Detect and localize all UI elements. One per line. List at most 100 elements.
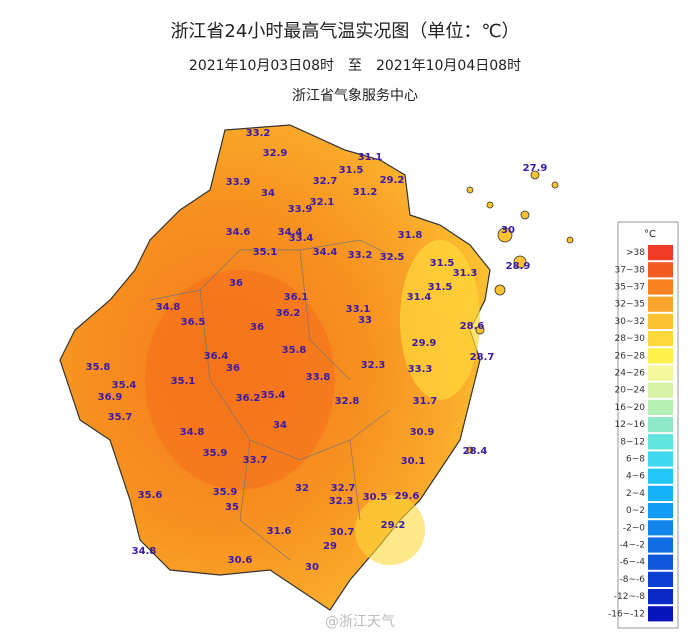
- station-value: 33.1: [346, 304, 371, 315]
- station-value: 35.1: [171, 376, 196, 387]
- station-value: 32: [295, 483, 309, 494]
- station-value: 33.9: [226, 177, 251, 188]
- legend-swatch: [648, 468, 673, 484]
- station-value: 32.9: [263, 148, 288, 159]
- station-value: 35.4: [112, 380, 137, 391]
- legend-label: 6~8: [626, 455, 645, 465]
- legend-swatch: [648, 313, 673, 329]
- station-value: 35.6: [138, 490, 163, 501]
- station-value: 31.2: [353, 187, 378, 198]
- station-value: 35.7: [108, 412, 133, 423]
- station-value: 35: [225, 502, 239, 513]
- legend-label: 35~37: [615, 283, 645, 293]
- legend-swatch: [648, 520, 673, 536]
- station-labels: 33.2 32.9 31.1 31.5 29.2 27.9 33.9 32.7 34 31.2 32…: [86, 128, 548, 573]
- station-value: 36.2: [236, 393, 261, 404]
- legend-label: -4~-2: [620, 541, 646, 551]
- station-value: 29.2: [380, 175, 405, 186]
- legend-swatch: [648, 571, 673, 587]
- station-value: 31.5: [430, 258, 455, 269]
- station-value: 31.6: [267, 526, 292, 537]
- legend-swatch: [648, 296, 673, 312]
- legend-label: 30~32: [615, 317, 645, 327]
- legend-swatch: [648, 245, 673, 261]
- station-value: 30.5: [363, 492, 388, 503]
- station-value: 30.7: [330, 527, 355, 538]
- station-value: 30.6: [228, 555, 253, 566]
- station-value: 36.5: [181, 317, 206, 328]
- legend-label: -2~0: [623, 523, 646, 533]
- legend-swatch: [648, 331, 673, 347]
- legend-swatch: [648, 606, 673, 622]
- station-value: 30: [305, 562, 319, 573]
- station-value: 35.1: [253, 247, 278, 258]
- station-value: 36: [250, 322, 264, 333]
- watermark: @浙江天气: [325, 614, 395, 630]
- station-value: 34.4: [313, 247, 338, 258]
- legend-swatch: [648, 262, 673, 278]
- legend-label: -12~-8: [614, 592, 645, 602]
- station-value: 27.9: [523, 163, 548, 174]
- station-value: 29.9: [412, 338, 437, 349]
- station-value: 33: [358, 315, 372, 326]
- station-value: 32.3: [361, 360, 386, 371]
- station-value: 30.1: [401, 456, 426, 467]
- legend-label: 37~38: [615, 265, 646, 275]
- station-value: 36: [226, 363, 240, 374]
- station-value: 36.2: [276, 308, 301, 319]
- legend-label: 20~24: [615, 386, 646, 396]
- station-value: 31.8: [398, 230, 423, 241]
- legend-label: 16~20: [615, 403, 646, 413]
- station-value: 33.9: [288, 204, 313, 215]
- station-value: 32.5: [380, 252, 405, 263]
- station-value: 33.3: [408, 364, 433, 375]
- legend-swatch: [648, 382, 673, 398]
- legend-label: 28~30: [615, 334, 646, 344]
- station-value: 29: [323, 541, 337, 552]
- station-value: 36.4: [204, 351, 229, 362]
- legend-swatch: [648, 451, 673, 467]
- station-value: 32.3: [329, 496, 354, 507]
- legend-swatch: [648, 434, 673, 450]
- station-value: 31.7: [413, 396, 438, 407]
- station-value: 31.5: [339, 165, 364, 176]
- station-value: 28.4: [463, 446, 488, 457]
- station-value: 33.2: [246, 128, 271, 139]
- station-value: 32.7: [331, 483, 356, 494]
- period: 2021年10月03日08时 至 2021年10月04日08时: [189, 58, 521, 74]
- station-value: 30: [501, 225, 515, 236]
- legend-swatch: [648, 365, 673, 381]
- legend-label: 32~35: [615, 300, 645, 310]
- legend-label: -8~-6: [620, 575, 646, 585]
- source: 浙江省气象服务中心: [292, 88, 418, 104]
- station-value: 28.7: [470, 352, 495, 363]
- station-value: 34: [273, 420, 287, 431]
- station-value: 33.8: [306, 372, 331, 383]
- station-value: 29.6: [395, 491, 420, 502]
- station-value: 35.8: [86, 362, 111, 373]
- legend-swatch: [648, 503, 673, 519]
- legend-swatch: [648, 417, 673, 433]
- legend-swatch: [648, 485, 673, 501]
- station-value: 34.8: [132, 546, 157, 557]
- legend-label: 4~6: [626, 472, 645, 482]
- legend-label: 0~2: [626, 506, 645, 516]
- legend-swatch: [648, 554, 673, 570]
- station-value: 28.9: [506, 261, 531, 272]
- province-map: [59, 124, 574, 611]
- legend-label: 24~26: [615, 369, 646, 379]
- station-value: 32.1: [310, 197, 335, 208]
- station-value: 33.4: [289, 233, 314, 244]
- legend-label: -16~-12: [608, 609, 645, 619]
- station-value: 28.6: [460, 321, 485, 332]
- station-value: 31.3: [453, 268, 478, 279]
- station-value: 30.9: [410, 427, 435, 438]
- station-value: 31.1: [358, 152, 383, 163]
- station-value: 34.8: [180, 427, 205, 438]
- legend-label: 8~12: [620, 437, 645, 447]
- station-value: 33.2: [348, 250, 373, 261]
- legend-swatch: [648, 348, 673, 364]
- station-value: 33.7: [243, 455, 268, 466]
- station-value: 34: [261, 188, 275, 199]
